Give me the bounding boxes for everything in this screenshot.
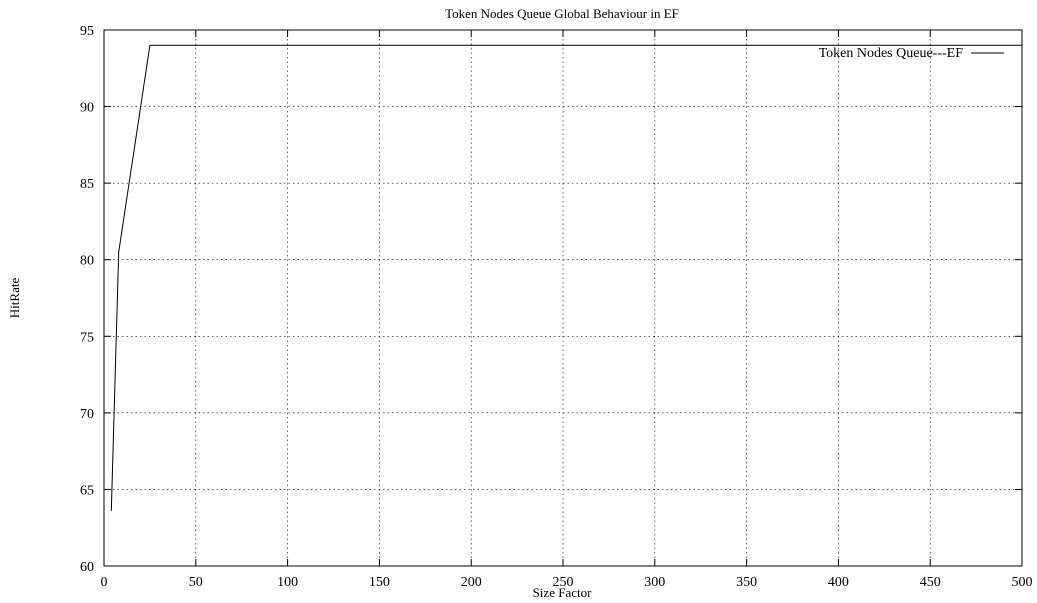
axis-ticks — [103, 29, 1023, 567]
x-tick-label: 50 — [189, 575, 203, 590]
grid-lines — [104, 30, 1022, 566]
y-tick-label: 85 — [80, 177, 94, 192]
x-tick-label: 150 — [369, 575, 390, 590]
y-tick-label: 80 — [80, 254, 94, 269]
x-tick-label: 500 — [1012, 575, 1033, 590]
x-tick-label: 350 — [736, 575, 757, 590]
x-tick-label: 200 — [461, 575, 482, 590]
y-tick-label: 60 — [80, 560, 94, 575]
x-tick-label: 0 — [101, 575, 108, 590]
x-axis-label: Size Factor — [533, 585, 593, 600]
y-axis-label: HitRate — [7, 278, 22, 319]
x-tick-label: 100 — [277, 575, 298, 590]
x-tick-label: 250 — [553, 575, 574, 590]
series-layer — [110, 44, 1022, 511]
x-axis-tick-labels: 0 50 100 150 200 250 300 350 400 450 500 — [101, 575, 1033, 590]
x-tick-label: 450 — [920, 575, 941, 590]
x-tick-label: 400 — [828, 575, 849, 590]
y-axis-tick-labels: 60 65 70 75 80 85 90 95 — [80, 24, 94, 575]
y-tick-label: 75 — [80, 330, 94, 345]
y-tick-label: 70 — [80, 407, 94, 422]
legend: Token Nodes Queue---EF — [819, 46, 1004, 61]
y-tick-label: 90 — [80, 101, 94, 116]
chart-title: Token Nodes Queue Global Behaviour in EF — [445, 6, 679, 21]
x-tick-label: 300 — [644, 575, 665, 590]
legend-label: Token Nodes Queue---EF — [819, 46, 964, 61]
y-tick-label: 95 — [80, 24, 94, 39]
y-tick-label: 65 — [80, 483, 94, 498]
series-line — [110, 44, 1022, 511]
